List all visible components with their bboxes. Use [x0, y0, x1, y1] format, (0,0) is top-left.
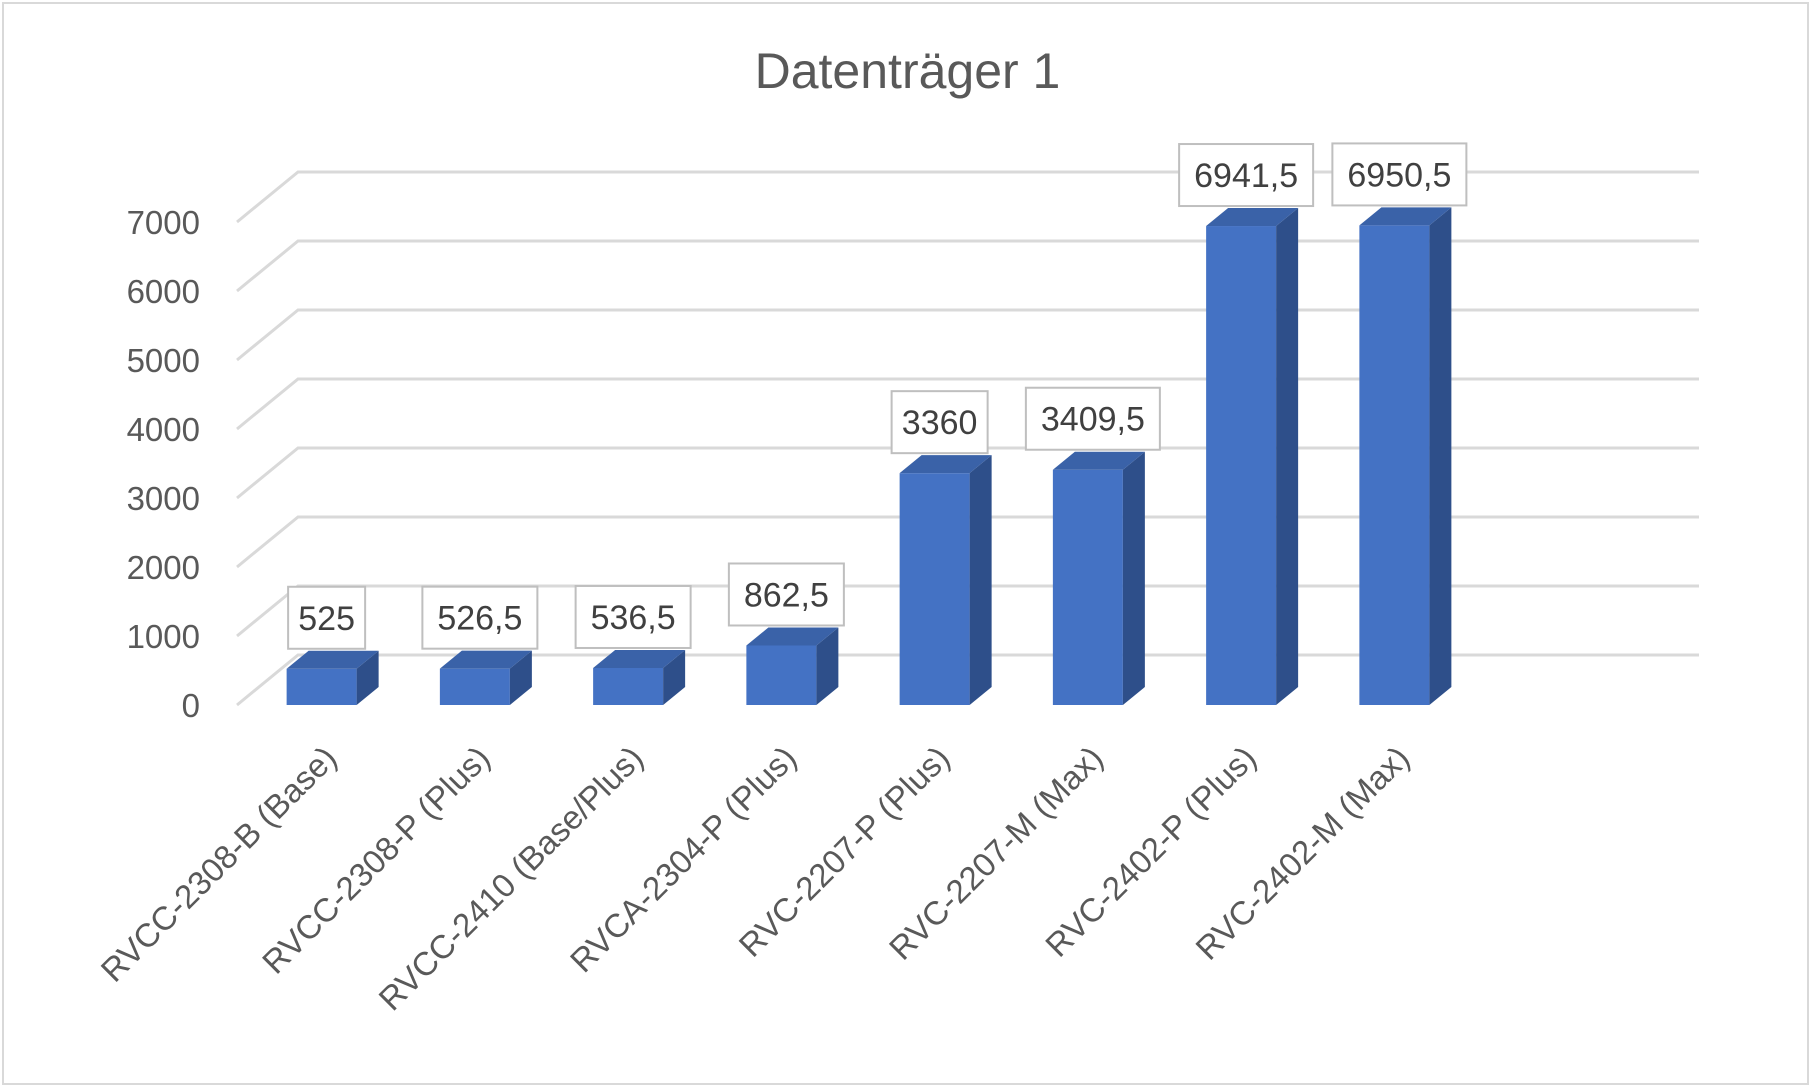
- data-label: 6941,5: [1178, 143, 1315, 208]
- gridline: [236, 308, 1699, 362]
- bar-front: [1206, 226, 1277, 705]
- bar: [1052, 451, 1145, 705]
- data-label: 536,5: [574, 584, 692, 649]
- bar-side: [509, 650, 532, 705]
- y-tick-label: 7000: [127, 204, 200, 241]
- data-label-box: [890, 390, 989, 455]
- bar: [439, 650, 532, 705]
- y-tick-label: 6000: [127, 273, 200, 310]
- data-labels: 525 526,5 536,5 862,5 3360 3409,5 6941,5 6950,5: [287, 142, 1468, 650]
- gridline: [236, 170, 1699, 224]
- data-label-value: 3409,5: [1041, 401, 1145, 439]
- bar-front: [746, 645, 817, 705]
- bar-top: [1052, 451, 1145, 470]
- bar: [746, 627, 839, 705]
- bar-top: [439, 650, 532, 669]
- bar-side: [356, 650, 379, 705]
- y-tick-label: 0: [182, 687, 200, 724]
- bar-front: [1052, 469, 1123, 705]
- bar: [1359, 207, 1452, 705]
- data-label-box: [287, 585, 367, 650]
- bar: [593, 649, 686, 705]
- y-tick-label: 2000: [127, 549, 200, 586]
- data-label-box: [574, 584, 692, 649]
- bar-front: [899, 473, 970, 705]
- bar-side: [1429, 207, 1452, 705]
- bar-top: [899, 455, 992, 474]
- bar-side: [816, 627, 839, 705]
- x-axis-categories: RVCC-2308-B (Base)RVCC-2308-P (Plus)RVCC…: [93, 739, 1416, 1018]
- data-label-box: [1178, 143, 1315, 208]
- bar-front: [593, 667, 664, 705]
- bar-top: [746, 627, 839, 646]
- data-label: 862,5: [727, 562, 845, 627]
- bar-front: [439, 668, 510, 705]
- bar-side: [663, 649, 686, 705]
- data-label: 6950,5: [1331, 142, 1468, 207]
- bar-side: [1276, 208, 1299, 705]
- bar: [899, 455, 992, 705]
- bar: [1206, 208, 1299, 705]
- data-label-box: [727, 562, 845, 627]
- category-label: RVCC-2410 (Base/Plus): [371, 739, 650, 1018]
- chart-title: Datenträger 1: [754, 43, 1061, 99]
- bars: [286, 207, 1452, 705]
- data-label: 526,5: [421, 585, 539, 650]
- bar-top: [1359, 207, 1452, 226]
- data-label-value: 536,5: [591, 599, 676, 637]
- gridline: [236, 239, 1699, 293]
- bar-front: [286, 668, 357, 705]
- data-label-box: [1331, 142, 1468, 207]
- data-label-value: 526,5: [437, 600, 522, 638]
- bar-top: [593, 649, 686, 668]
- y-tick-label: 4000: [127, 411, 200, 448]
- data-label-value: 3360: [902, 404, 978, 442]
- bar-top: [286, 650, 379, 669]
- data-label: 3360: [890, 390, 989, 455]
- y-axis-ticks: 0 1000 2000 3000 4000 5000 6000 7000: [127, 204, 200, 724]
- bar-side: [969, 455, 992, 705]
- data-label-value: 862,5: [744, 576, 829, 614]
- data-label-value: 525: [298, 600, 355, 638]
- y-tick-label: 1000: [127, 618, 200, 655]
- data-label: 3409,5: [1024, 386, 1161, 451]
- data-label-value: 6941,5: [1194, 157, 1298, 195]
- data-label-value: 6950,5: [1347, 156, 1451, 194]
- y-tick-label: 5000: [127, 342, 200, 379]
- data-label-box: [421, 585, 539, 650]
- bar: [286, 650, 379, 705]
- bar-front: [1359, 225, 1430, 705]
- y-tick-label: 3000: [127, 480, 200, 517]
- bar-top: [1206, 208, 1299, 227]
- bar-side: [1122, 451, 1145, 705]
- data-label: 525: [287, 585, 367, 650]
- data-label-box: [1024, 386, 1161, 451]
